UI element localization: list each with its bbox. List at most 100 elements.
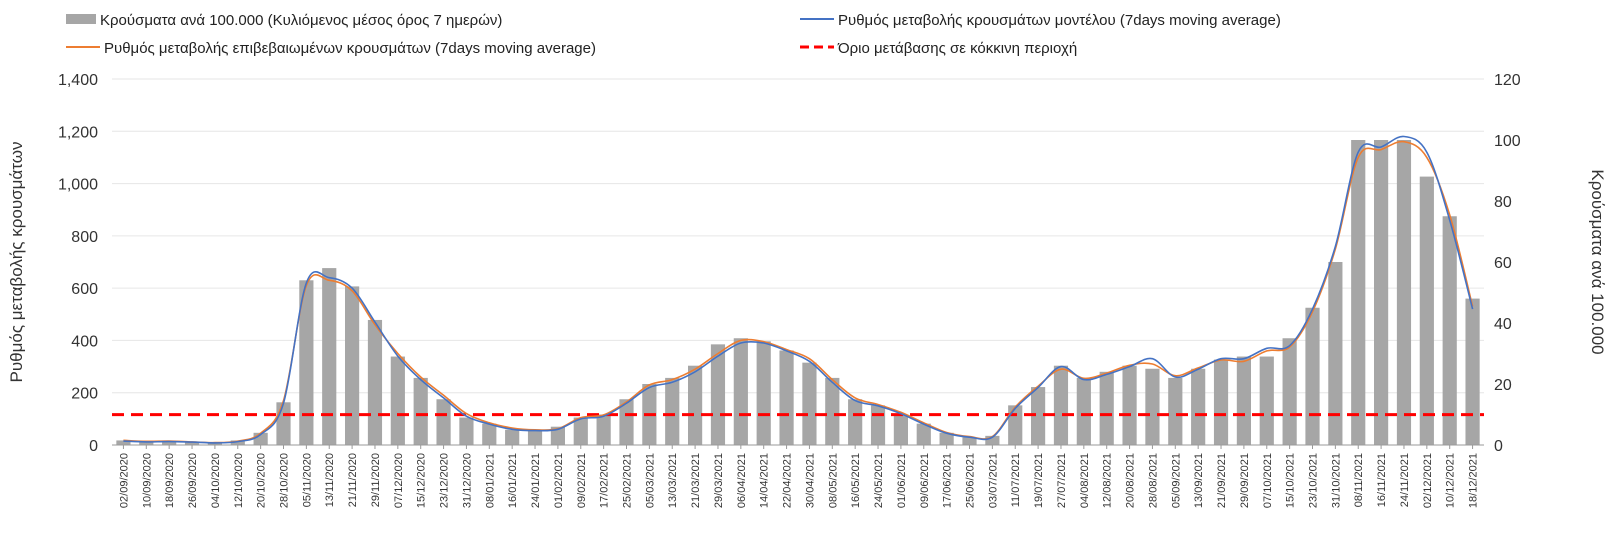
bar — [962, 437, 977, 445]
y-right-tick-label: 100 — [1494, 133, 1521, 150]
bar — [1076, 377, 1091, 445]
y-axis-left-label: Ρυθμός μεταβολής κρουσμάτων — [7, 142, 26, 383]
bar — [390, 356, 405, 445]
bar — [1282, 338, 1297, 445]
x-tick-label: 02/12/2021 — [1422, 453, 1434, 508]
x-tick-label: 18/12/2021 — [1468, 453, 1480, 508]
x-tick-label: 17/06/2021 — [942, 453, 954, 508]
x-tick-label: 05/11/2020 — [301, 453, 313, 507]
y-right-tick-label: 60 — [1494, 255, 1512, 272]
x-tick-label: 04/08/2021 — [1079, 453, 1091, 508]
x-tick-label: 24/11/2021 — [1399, 453, 1411, 507]
bar — [322, 268, 337, 445]
bar — [1168, 377, 1183, 445]
y-left-tick-label: 1,200 — [58, 124, 98, 141]
x-tick-label: 10/09/2020 — [141, 453, 153, 508]
bar — [184, 441, 200, 445]
bar — [1465, 298, 1480, 445]
bar — [162, 441, 177, 445]
gridlines — [112, 78, 1484, 394]
x-tick-label: 21/03/2021 — [690, 453, 702, 508]
x-tick-label: 02/09/2020 — [118, 453, 130, 508]
bar — [985, 435, 1000, 445]
x-tick-label: 07/10/2021 — [1262, 453, 1274, 508]
bar — [1213, 359, 1229, 445]
x-tick-label: 14/04/2021 — [759, 453, 771, 508]
bar — [116, 440, 131, 445]
x-tick-label: 15/10/2021 — [1285, 453, 1297, 508]
x-tick-label: 01/02/2021 — [553, 453, 565, 508]
x-tick-label: 28/10/2020 — [279, 453, 291, 508]
x-tick-label: 27/07/2021 — [1056, 453, 1068, 508]
y-left-tick-label: 1,400 — [58, 72, 98, 89]
x-tick-label: 05/03/2021 — [644, 453, 656, 508]
bar — [1305, 307, 1320, 445]
bar — [665, 377, 680, 445]
legend-label-confirmed: Ρυθμός μεταβολής επιβεβαιωμένων κρουσμάτ… — [104, 40, 596, 57]
x-tick-label: 08/01/2021 — [484, 453, 496, 508]
bar — [710, 344, 726, 445]
bar-series — [116, 140, 1480, 445]
x-tick-label: 25/06/2021 — [965, 453, 977, 508]
bar — [527, 429, 543, 445]
y-right-tick-label: 20 — [1494, 377, 1512, 394]
bar — [939, 432, 954, 445]
bar — [505, 429, 520, 445]
legend-label-bars: Κρούσματα ανά 100.000 (Κυλιόμενος μέσος … — [100, 12, 502, 29]
y-left-tick-label: 800 — [71, 229, 98, 246]
x-tick-label: 09/02/2021 — [576, 453, 588, 508]
x-tick-label: 17/02/2021 — [599, 453, 611, 508]
y-axis-left-ticks: 0 200 400 600 800 1,000 1,200 1,400 — [58, 72, 98, 455]
bar — [619, 399, 634, 445]
bar — [1099, 371, 1114, 445]
bar — [893, 414, 908, 445]
x-tick-label: 08/05/2021 — [827, 453, 839, 508]
x-tick-label: 31/10/2021 — [1330, 453, 1342, 508]
legend-label-threshold: Όριο μετάβασης σε κόκκινη περιοχή — [837, 40, 1077, 57]
bar — [413, 377, 428, 445]
bar — [139, 441, 154, 445]
x-tick-label: 19/07/2021 — [1033, 453, 1045, 508]
bar — [870, 405, 886, 445]
legend-label-model: Ρυθμός μεταβολής κρουσμάτων μοντέλου (7d… — [838, 12, 1281, 29]
x-tick-label: 24/01/2021 — [530, 453, 542, 508]
x-tick-label: 21/11/2020 — [347, 453, 359, 507]
x-tick-label: 07/12/2020 — [393, 453, 405, 508]
x-tick-label: 13/11/2020 — [324, 453, 336, 507]
bar — [733, 338, 748, 445]
bar — [1031, 387, 1046, 445]
y-left-tick-label: 0 — [89, 438, 98, 455]
bar — [916, 423, 931, 445]
bar — [1374, 140, 1389, 445]
x-tick-label: 10/12/2021 — [1445, 453, 1457, 508]
y-right-tick-label: 120 — [1494, 72, 1521, 89]
x-tick-label: 05/09/2021 — [1170, 453, 1182, 508]
y-axis-right-ticks: 0 20 40 60 80 100 120 — [1494, 72, 1521, 455]
x-tick-label: 31/12/2020 — [461, 453, 473, 508]
y-left-tick-label: 1,000 — [58, 177, 98, 194]
x-tick-label: 12/10/2020 — [233, 453, 245, 508]
x-tick-label: 20/10/2020 — [256, 453, 268, 508]
bar — [756, 341, 771, 445]
x-tick-label: 13/09/2021 — [1193, 453, 1205, 508]
y-right-tick-label: 0 — [1494, 438, 1503, 455]
x-tick-label: 26/09/2020 — [187, 453, 199, 508]
bar — [1008, 405, 1023, 445]
x-tick-label: 28/08/2021 — [1147, 453, 1159, 508]
y-axis-right-label: Κρούσματα ανά 100.000 — [1588, 169, 1607, 354]
y-left-tick-label: 400 — [71, 333, 98, 350]
x-tick-label: 11/07/2021 — [1010, 453, 1022, 507]
bar — [207, 442, 222, 445]
bar — [276, 402, 291, 445]
legend: Κρούσματα ανά 100.000 (Κυλιόμενος μέσος … — [66, 12, 1281, 57]
bar — [1328, 262, 1343, 445]
bar — [436, 399, 451, 445]
x-tick-label: 15/12/2020 — [416, 453, 428, 508]
bar — [779, 350, 794, 445]
bar — [596, 414, 611, 445]
x-tick-label: 20/08/2021 — [1125, 453, 1137, 508]
x-tick-label: 16/01/2021 — [507, 453, 519, 508]
x-tick-label: 01/06/2021 — [896, 453, 908, 508]
y-left-tick-label: 200 — [71, 386, 98, 403]
x-tick-label: 24/05/2021 — [873, 453, 885, 508]
